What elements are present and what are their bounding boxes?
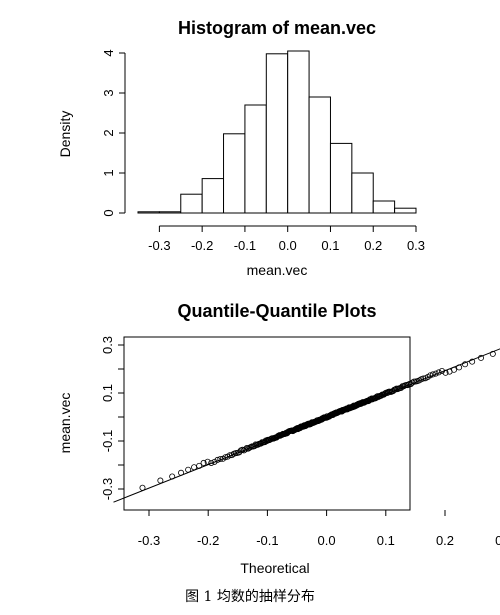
qq-point	[200, 459, 207, 466]
histogram-x-label: mean.vec	[247, 262, 308, 278]
histogram-bar	[287, 50, 310, 214]
qq-point	[469, 358, 476, 365]
qq-point	[404, 382, 411, 389]
histogram-bar	[158, 211, 182, 214]
histogram-bar	[308, 96, 331, 214]
qq-y-tick-label: 0.3	[100, 336, 115, 354]
qq-point	[211, 458, 218, 465]
histogram-y-axis: 0 1 2 3 4	[101, 49, 126, 217]
figure-caption: 图 1 均数的抽样分布	[185, 589, 315, 605]
qq-x-tick-label: 0.3	[495, 533, 500, 548]
histogram-x-tick-label: -0.3	[148, 238, 170, 253]
histogram-bar	[180, 193, 203, 214]
qq-x-tick-label: -0.1	[256, 533, 278, 548]
qq-x-axis: -0.3 -0.2 -0.1 0.0 0.1 0.2 0.3	[138, 510, 500, 548]
histogram-x-tick-label: 0.3	[407, 238, 425, 253]
histogram-bar	[201, 178, 225, 214]
qq-y-tick-label: -0.3	[100, 478, 115, 500]
histogram-bar	[372, 200, 396, 214]
qq-x-label: Theoretical	[240, 560, 309, 576]
histogram-panel: Histogram of mean.vec 0 1 2 3 4 -0.3 -0.2 -0.1…	[57, 18, 425, 278]
histogram-x-tick-label: 0.0	[279, 238, 297, 253]
histogram-y-tick-label: 4	[101, 49, 116, 56]
qq-x-tick-label: -0.3	[138, 533, 160, 548]
qq-y-axis: -0.3 -0.1 0.1 0.3	[100, 336, 125, 500]
histogram-bars	[137, 50, 417, 214]
qq-reference-line	[113, 348, 500, 503]
histogram-bar	[329, 142, 353, 214]
histogram-y-tick-label: 2	[101, 129, 116, 136]
histogram-bar	[137, 211, 160, 214]
qq-point	[208, 459, 215, 466]
histogram-bar	[351, 172, 374, 214]
histogram-bar	[265, 53, 289, 214]
qq-y-tick-label: -0.1	[100, 430, 115, 452]
qq-y-tick-label: 0.1	[100, 384, 115, 402]
qq-y-label: mean.vec	[57, 393, 73, 454]
qq-plot-panel: Quantile-Quantile Plots -0.3 -0.1 0.1 0.3 -…	[57, 301, 500, 576]
histogram-bar	[223, 133, 246, 214]
histogram-x-axis: -0.3 -0.2 -0.1 0.0 0.1 0.2 0.3	[148, 225, 425, 253]
qq-x-tick-label: 0.0	[318, 533, 336, 548]
qq-plot-frame	[123, 336, 411, 511]
histogram-x-tick-label: -0.1	[234, 238, 256, 253]
histogram-x-tick-label: -0.2	[191, 238, 213, 253]
histogram-title: Histogram of mean.vec	[178, 18, 376, 38]
histogram-bar	[244, 104, 267, 214]
qq-x-tick-label: 0.1	[377, 533, 395, 548]
qq-x-tick-label: 0.2	[436, 533, 454, 548]
qq-x-tick-label: -0.2	[197, 533, 219, 548]
histogram-x-tick-label: 0.1	[321, 238, 339, 253]
histogram-y-tick-label: 0	[101, 209, 116, 216]
histogram-y-label: Density	[57, 111, 73, 158]
histogram-x-tick-label: 0.2	[364, 238, 382, 253]
histogram-bar	[394, 207, 417, 214]
histogram-y-tick-label: 1	[101, 169, 116, 176]
histogram-y-tick-label: 3	[101, 89, 116, 96]
qq-points	[139, 350, 496, 491]
qq-title: Quantile-Quantile Plots	[177, 301, 376, 321]
